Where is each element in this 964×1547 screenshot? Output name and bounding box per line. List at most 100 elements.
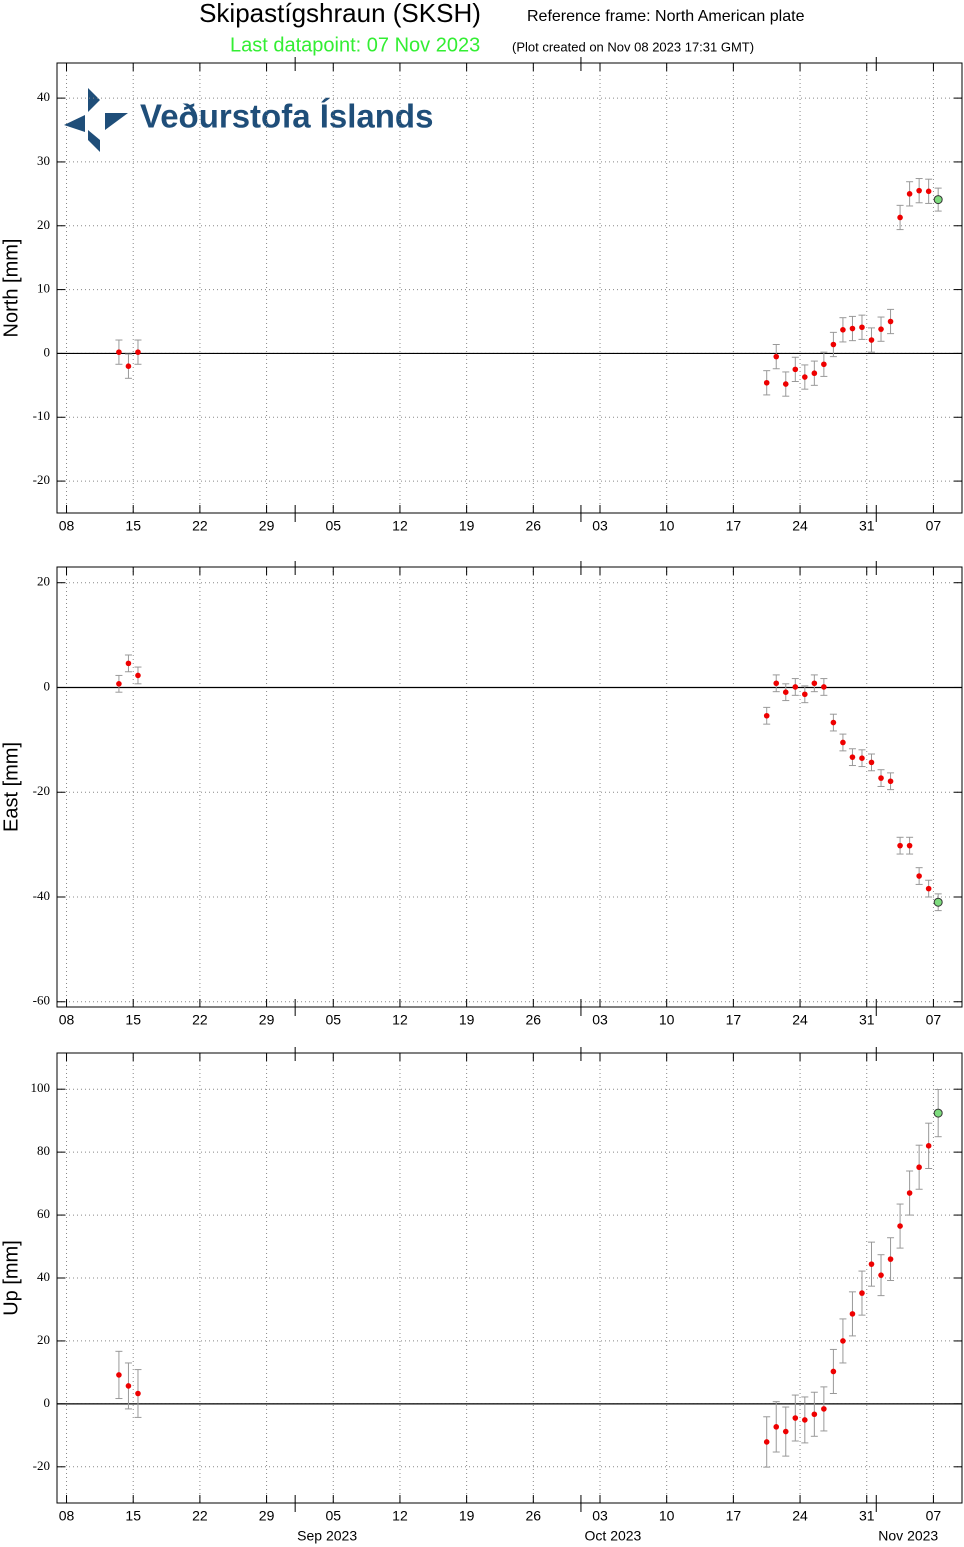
x-tick-label: 19: [459, 1012, 475, 1028]
x-tick-label: 03: [592, 518, 608, 534]
data-point: [125, 363, 132, 369]
data-point: [859, 755, 865, 761]
x-tick-label: 07: [926, 1508, 942, 1524]
data-point: [116, 1372, 122, 1378]
y-tick-label: 0: [44, 1395, 51, 1410]
created-note: (Plot created on Nov 08 2023 17:31 GMT): [512, 39, 754, 54]
data-point: [897, 1223, 903, 1229]
data-point: [830, 341, 837, 348]
y-axis-label: Up [mm]: [0, 1240, 22, 1316]
x-tick-label: 07: [926, 518, 942, 534]
month-label: Nov 2023: [878, 1528, 938, 1544]
data-point: [849, 754, 856, 760]
x-tick-label: 29: [259, 518, 275, 534]
data-point: [811, 370, 818, 377]
chart-title: Skipastígshraun (SKSH): [199, 0, 481, 28]
data-point: [802, 1417, 808, 1423]
month-label: Sep 2023: [297, 1528, 357, 1544]
x-tick-label: 24: [792, 518, 808, 534]
data-point: [773, 353, 780, 360]
plot-frame: [56, 1052, 963, 1504]
data-point: [887, 318, 894, 325]
x-tick-label: 31: [859, 518, 875, 534]
data-point: [925, 885, 932, 892]
data-point: [811, 1411, 818, 1418]
last-point: [933, 897, 943, 907]
x-tick-label: 07: [926, 1012, 942, 1028]
x-tick-label: 19: [459, 1508, 475, 1524]
x-tick-label: 15: [125, 518, 141, 534]
y-tick-label: 30: [37, 153, 50, 168]
data-point: [773, 1424, 780, 1430]
data-point: [135, 672, 141, 679]
data-point: [802, 374, 808, 380]
data-point: [116, 681, 122, 687]
x-tick-label: 31: [859, 1012, 875, 1028]
data-point: [135, 1390, 141, 1397]
data-point: [849, 1311, 856, 1317]
y-tick-label: 80: [37, 1143, 50, 1158]
data-point: [782, 381, 789, 387]
x-tick-label: 03: [592, 1012, 608, 1028]
data-point: [878, 326, 884, 332]
logo-icon: [64, 88, 128, 152]
x-tick-label: 26: [526, 518, 542, 534]
data-point: [925, 1143, 932, 1149]
data-point: [887, 1256, 894, 1262]
data-point: [830, 1368, 837, 1375]
x-tick-label: 24: [792, 1508, 808, 1524]
data-point: [782, 689, 789, 695]
data-point: [840, 1338, 846, 1344]
data-point: [792, 1415, 799, 1421]
data-point: [763, 1439, 770, 1445]
x-tick-label: 22: [192, 1012, 208, 1028]
y-tick-label: 10: [37, 281, 50, 296]
x-tick-label: 08: [59, 1012, 75, 1028]
data-point: [906, 191, 913, 197]
y-tick-label: 40: [37, 1269, 50, 1284]
data-point: [916, 1164, 922, 1171]
x-tick-label: 05: [325, 1508, 341, 1524]
x-tick-label: 19: [459, 518, 475, 534]
data-point: [792, 366, 799, 373]
x-tick-label: 26: [526, 1508, 542, 1524]
logo-text: Veðurstofa Íslands: [140, 98, 433, 135]
x-tick-label: 03: [592, 1508, 608, 1524]
reference-frame: Reference frame: North American plate: [527, 8, 805, 25]
data-point: [916, 873, 922, 879]
x-tick-label: 17: [726, 1508, 742, 1524]
y-tick-label: 0: [44, 344, 51, 359]
data-point: [897, 214, 903, 221]
plot-frame: [56, 566, 963, 1008]
data-point: [859, 1290, 865, 1296]
x-tick-label: 12: [392, 1012, 408, 1028]
y-tick-label: -20: [33, 472, 50, 487]
y-tick-label: -60: [33, 993, 50, 1008]
x-tick-label: 24: [792, 1012, 808, 1028]
data-point: [878, 1272, 884, 1278]
y-tick-label: -10: [33, 408, 50, 423]
data-point: [125, 1383, 132, 1389]
y-tick-label: 100: [31, 1080, 51, 1095]
data-point: [868, 1261, 875, 1267]
month-label: Oct 2023: [585, 1528, 642, 1544]
data-point: [125, 660, 132, 667]
y-axis-label: East [mm]: [0, 742, 22, 832]
data-point: [887, 778, 894, 785]
data-point: [802, 691, 808, 698]
data-point: [840, 327, 846, 333]
x-tick-label: 26: [526, 1012, 542, 1028]
last-point: [933, 195, 943, 205]
y-tick-label: 20: [37, 217, 50, 232]
data-point: [868, 337, 875, 343]
x-tick-label: 22: [192, 518, 208, 534]
x-tick-label: 22: [192, 1508, 208, 1524]
data-point: [792, 684, 799, 690]
x-tick-label: 31: [859, 1508, 875, 1524]
data-point: [821, 684, 827, 690]
x-tick-label: 10: [659, 1012, 675, 1028]
x-tick-label: 08: [59, 518, 75, 534]
y-tick-label: 20: [37, 574, 50, 589]
data-point: [868, 759, 875, 766]
x-tick-label: 29: [259, 1508, 275, 1524]
